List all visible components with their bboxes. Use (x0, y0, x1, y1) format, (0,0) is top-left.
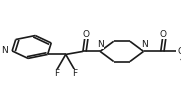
Text: F: F (54, 69, 59, 78)
Text: N: N (1, 46, 8, 55)
Text: O: O (160, 30, 167, 39)
Text: O: O (177, 47, 181, 56)
Text: N: N (141, 40, 148, 49)
Text: F: F (72, 69, 77, 78)
Text: N: N (97, 40, 104, 49)
Text: O: O (82, 30, 89, 39)
